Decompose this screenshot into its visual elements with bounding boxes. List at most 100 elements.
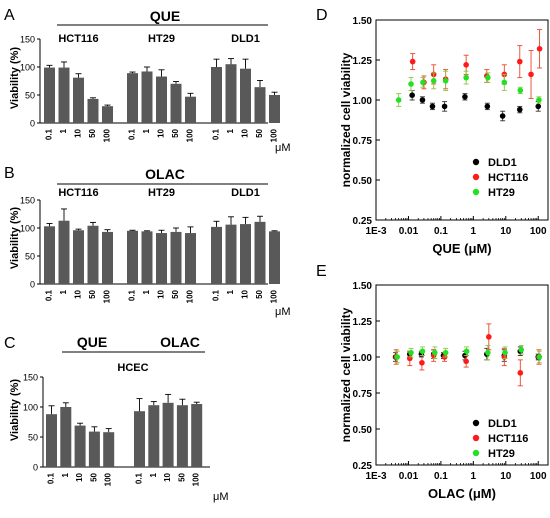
panel-d-data-point xyxy=(528,71,534,78)
panel-e-ytick-label: 1.25 xyxy=(353,317,373,328)
panel-e-legend-label: HT29 xyxy=(488,448,515,460)
panel-a-bar xyxy=(170,83,182,123)
panel-a-xtick-label: 1 xyxy=(59,128,68,133)
panel-c-bar xyxy=(176,405,188,467)
panel-a-xtick-label: 10 xyxy=(157,128,166,137)
panel-a-xtick-label: 1 xyxy=(226,128,235,133)
panel-e-legend-label: HCT116 xyxy=(488,433,528,445)
panel-e-ytick-label: 0.75 xyxy=(353,389,373,400)
panel-b-bar xyxy=(44,226,55,284)
panel-c-ylabel: Viability (%) xyxy=(9,379,21,441)
panel-b-bar xyxy=(73,230,84,284)
panel-e-ytick-label: 1.50 xyxy=(353,281,373,292)
panel-c-unit: μM xyxy=(213,491,229,503)
panel-c-ytick-label: 150 xyxy=(23,373,38,383)
bar-chart-c: 0 50 100 150 0.1 1 10 50 100 0.1 1 10 50 100 xyxy=(23,373,210,486)
panel-b-group-label: HT29 xyxy=(148,187,175,199)
panel-c-ytick-label: 100 xyxy=(23,403,38,413)
panel-e-legend-marker xyxy=(472,434,480,442)
panel-d-data-point xyxy=(499,113,506,119)
panel-b-xtick-label: 0.1 xyxy=(212,289,221,301)
panel-c-bar xyxy=(60,407,72,467)
panel-c-xtick-label: 10 xyxy=(75,472,84,481)
panel-letter-d: D xyxy=(316,7,328,24)
panel-e-xlabel: OLAC (μM) xyxy=(428,486,496,501)
panel-c-bar xyxy=(46,414,57,467)
panel-b-bar xyxy=(87,225,99,284)
panel-c-title-left: QUE xyxy=(77,334,107,350)
panel-b-unit: μM xyxy=(275,306,291,318)
panel-e-data-point xyxy=(518,347,525,353)
panel-a-unit: μM xyxy=(275,142,291,154)
panel-d-data-point xyxy=(516,58,523,65)
panel-a-group-label: HT29 xyxy=(148,33,175,45)
panel-c-xtick-label: 50 xyxy=(177,472,186,481)
scatter-chart-d: 0.25 0.50 0.75 1.00 1.25 1.50 1E-3 0.01 0.1 1 10 10… xyxy=(339,16,549,256)
panel-a-bar xyxy=(225,64,237,123)
panel-e-legend-marker xyxy=(472,419,480,427)
panel-d-data-point xyxy=(501,79,508,86)
panel-a-title: QUE xyxy=(150,8,180,24)
panel-c-xtick-label: 0.1 xyxy=(47,472,56,484)
panel-c-bar xyxy=(134,411,145,467)
panel-d-ytick-label: 0.50 xyxy=(353,176,373,187)
panel-b-title: OLAC xyxy=(145,166,185,182)
panel-d-data-point xyxy=(536,46,543,52)
panel-d-data-point xyxy=(408,81,414,87)
panel-a-bar xyxy=(156,76,167,123)
panel-b-ytick-label: 150 xyxy=(20,196,35,206)
panel-c-xtick-label: 1 xyxy=(61,472,70,477)
panel-b-xtick-label: 0.1 xyxy=(45,289,54,301)
panel-e-ytick-label: 1.00 xyxy=(353,353,373,364)
panel-a-bar xyxy=(254,87,266,123)
panel-a-ytick-label: 150 xyxy=(20,35,35,45)
panel-a-bar xyxy=(141,71,153,123)
panel-a-ytick-label: 100 xyxy=(20,63,35,73)
panel-e-xtick-label: 0.01 xyxy=(399,471,419,482)
panel-d-legend-marker xyxy=(472,173,480,181)
panel-d-ytick-label: 0.25 xyxy=(353,216,373,227)
panel-b-bar xyxy=(185,233,196,284)
panel-b-bar xyxy=(58,220,70,284)
panel-d-data-point xyxy=(395,97,402,103)
panel-d-data-point xyxy=(430,78,437,84)
panel-a-bar xyxy=(73,77,84,123)
panel-e-legend-label: DLD1 xyxy=(488,418,517,430)
panel-c-bar xyxy=(148,405,160,467)
panel-d-data-point xyxy=(536,97,542,103)
panel-c-xtick-label: 100 xyxy=(192,472,201,486)
panel-d-data-point xyxy=(419,97,426,103)
scatter-chart-e: 0.25 0.50 0.75 1.00 1.25 1.50 1E-3 0.01 0.1 1 10 10… xyxy=(339,281,549,501)
panel-d-legend-marker xyxy=(472,158,480,166)
panel-b-ylabel: Viability (%) xyxy=(9,207,21,269)
panel-letter-a: A xyxy=(4,7,15,24)
panel-b-xtick-label: 10 xyxy=(74,289,83,298)
panel-d-ytick-label: 0.75 xyxy=(353,136,373,147)
panel-a-xtick-label: 50 xyxy=(171,128,180,137)
panel-d-legend-label: HT29 xyxy=(488,187,515,199)
panel-a-xtick-label: 50 xyxy=(88,128,97,137)
panel-a-xtick-label: 10 xyxy=(241,128,250,137)
panel-c-bar xyxy=(103,432,115,467)
panel-e-data-point xyxy=(442,349,449,356)
panel-e-data-point xyxy=(406,355,413,362)
panel-b-ytick-label: 100 xyxy=(20,224,35,234)
panel-e-data-point xyxy=(502,349,508,356)
panel-b-bar xyxy=(170,231,182,284)
panel-d-ytick-label: 1.50 xyxy=(353,16,373,27)
panel-a-ylabel: Viability (%) xyxy=(9,47,21,109)
panel-letter-b: B xyxy=(4,165,15,182)
panel-e-data-point xyxy=(419,348,426,355)
panel-b-group-label: HCT116 xyxy=(58,187,98,199)
panel-e-data-point xyxy=(536,354,543,360)
panel-d-legend-marker xyxy=(472,188,480,196)
panel-b-ytick-label: 50 xyxy=(25,252,35,262)
panel-a-xtick-label: 0.1 xyxy=(128,128,137,140)
panel-a-xtick-label: 100 xyxy=(270,128,279,142)
panel-c-xtick-label: 0.1 xyxy=(135,472,144,484)
panel-b-xtick-label: 50 xyxy=(88,289,97,298)
panel-d-xtick-label: 10 xyxy=(500,226,512,237)
